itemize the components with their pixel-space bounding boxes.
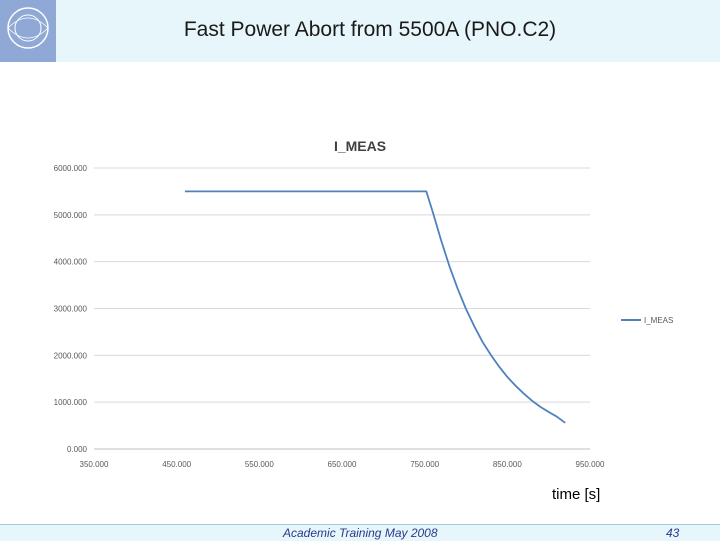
chart-axes: 0.000 1000.000 2000.000 3000.000 4000.000 500… (54, 164, 605, 469)
legend-label: I_MEAS (644, 316, 673, 325)
cern-logo (0, 0, 56, 62)
x-axis-caption: time [s] (552, 486, 601, 503)
x-tick-label: 650.000 (328, 460, 357, 469)
series-line-i_meas (184, 190, 566, 424)
y-tick-label: 3000.000 (54, 305, 88, 314)
y-tick-label: 2000.000 (54, 351, 88, 360)
x-tick-label: 750.000 (410, 460, 439, 469)
x-tick-label: 450.000 (162, 460, 191, 469)
chart-grid (94, 167, 590, 450)
y-tick-label: 4000.000 (54, 258, 88, 267)
chart-title: I_MEAS (334, 138, 386, 154)
footer-text: Academic Training May 2008 (283, 526, 438, 540)
y-tick-label: 5000.000 (54, 211, 88, 220)
y-tick-label: 6000.000 (54, 164, 88, 173)
y-tick-label: 0.000 (67, 445, 88, 454)
page-number: 43 (666, 526, 680, 540)
footer-bar (0, 524, 720, 541)
header-band (0, 0, 720, 62)
x-tick-label: 850.000 (493, 460, 522, 469)
chart-series (184, 190, 566, 424)
slide-title: Fast Power Abort from 5500A (PNO.C2) (183, 18, 557, 41)
x-tick-label: 550.000 (245, 460, 274, 469)
chart-legend: I_MEAS (621, 316, 673, 325)
x-tick-label: 950.000 (576, 460, 605, 469)
x-tick-label: 350.000 (80, 460, 109, 469)
y-tick-label: 1000.000 (54, 398, 88, 407)
